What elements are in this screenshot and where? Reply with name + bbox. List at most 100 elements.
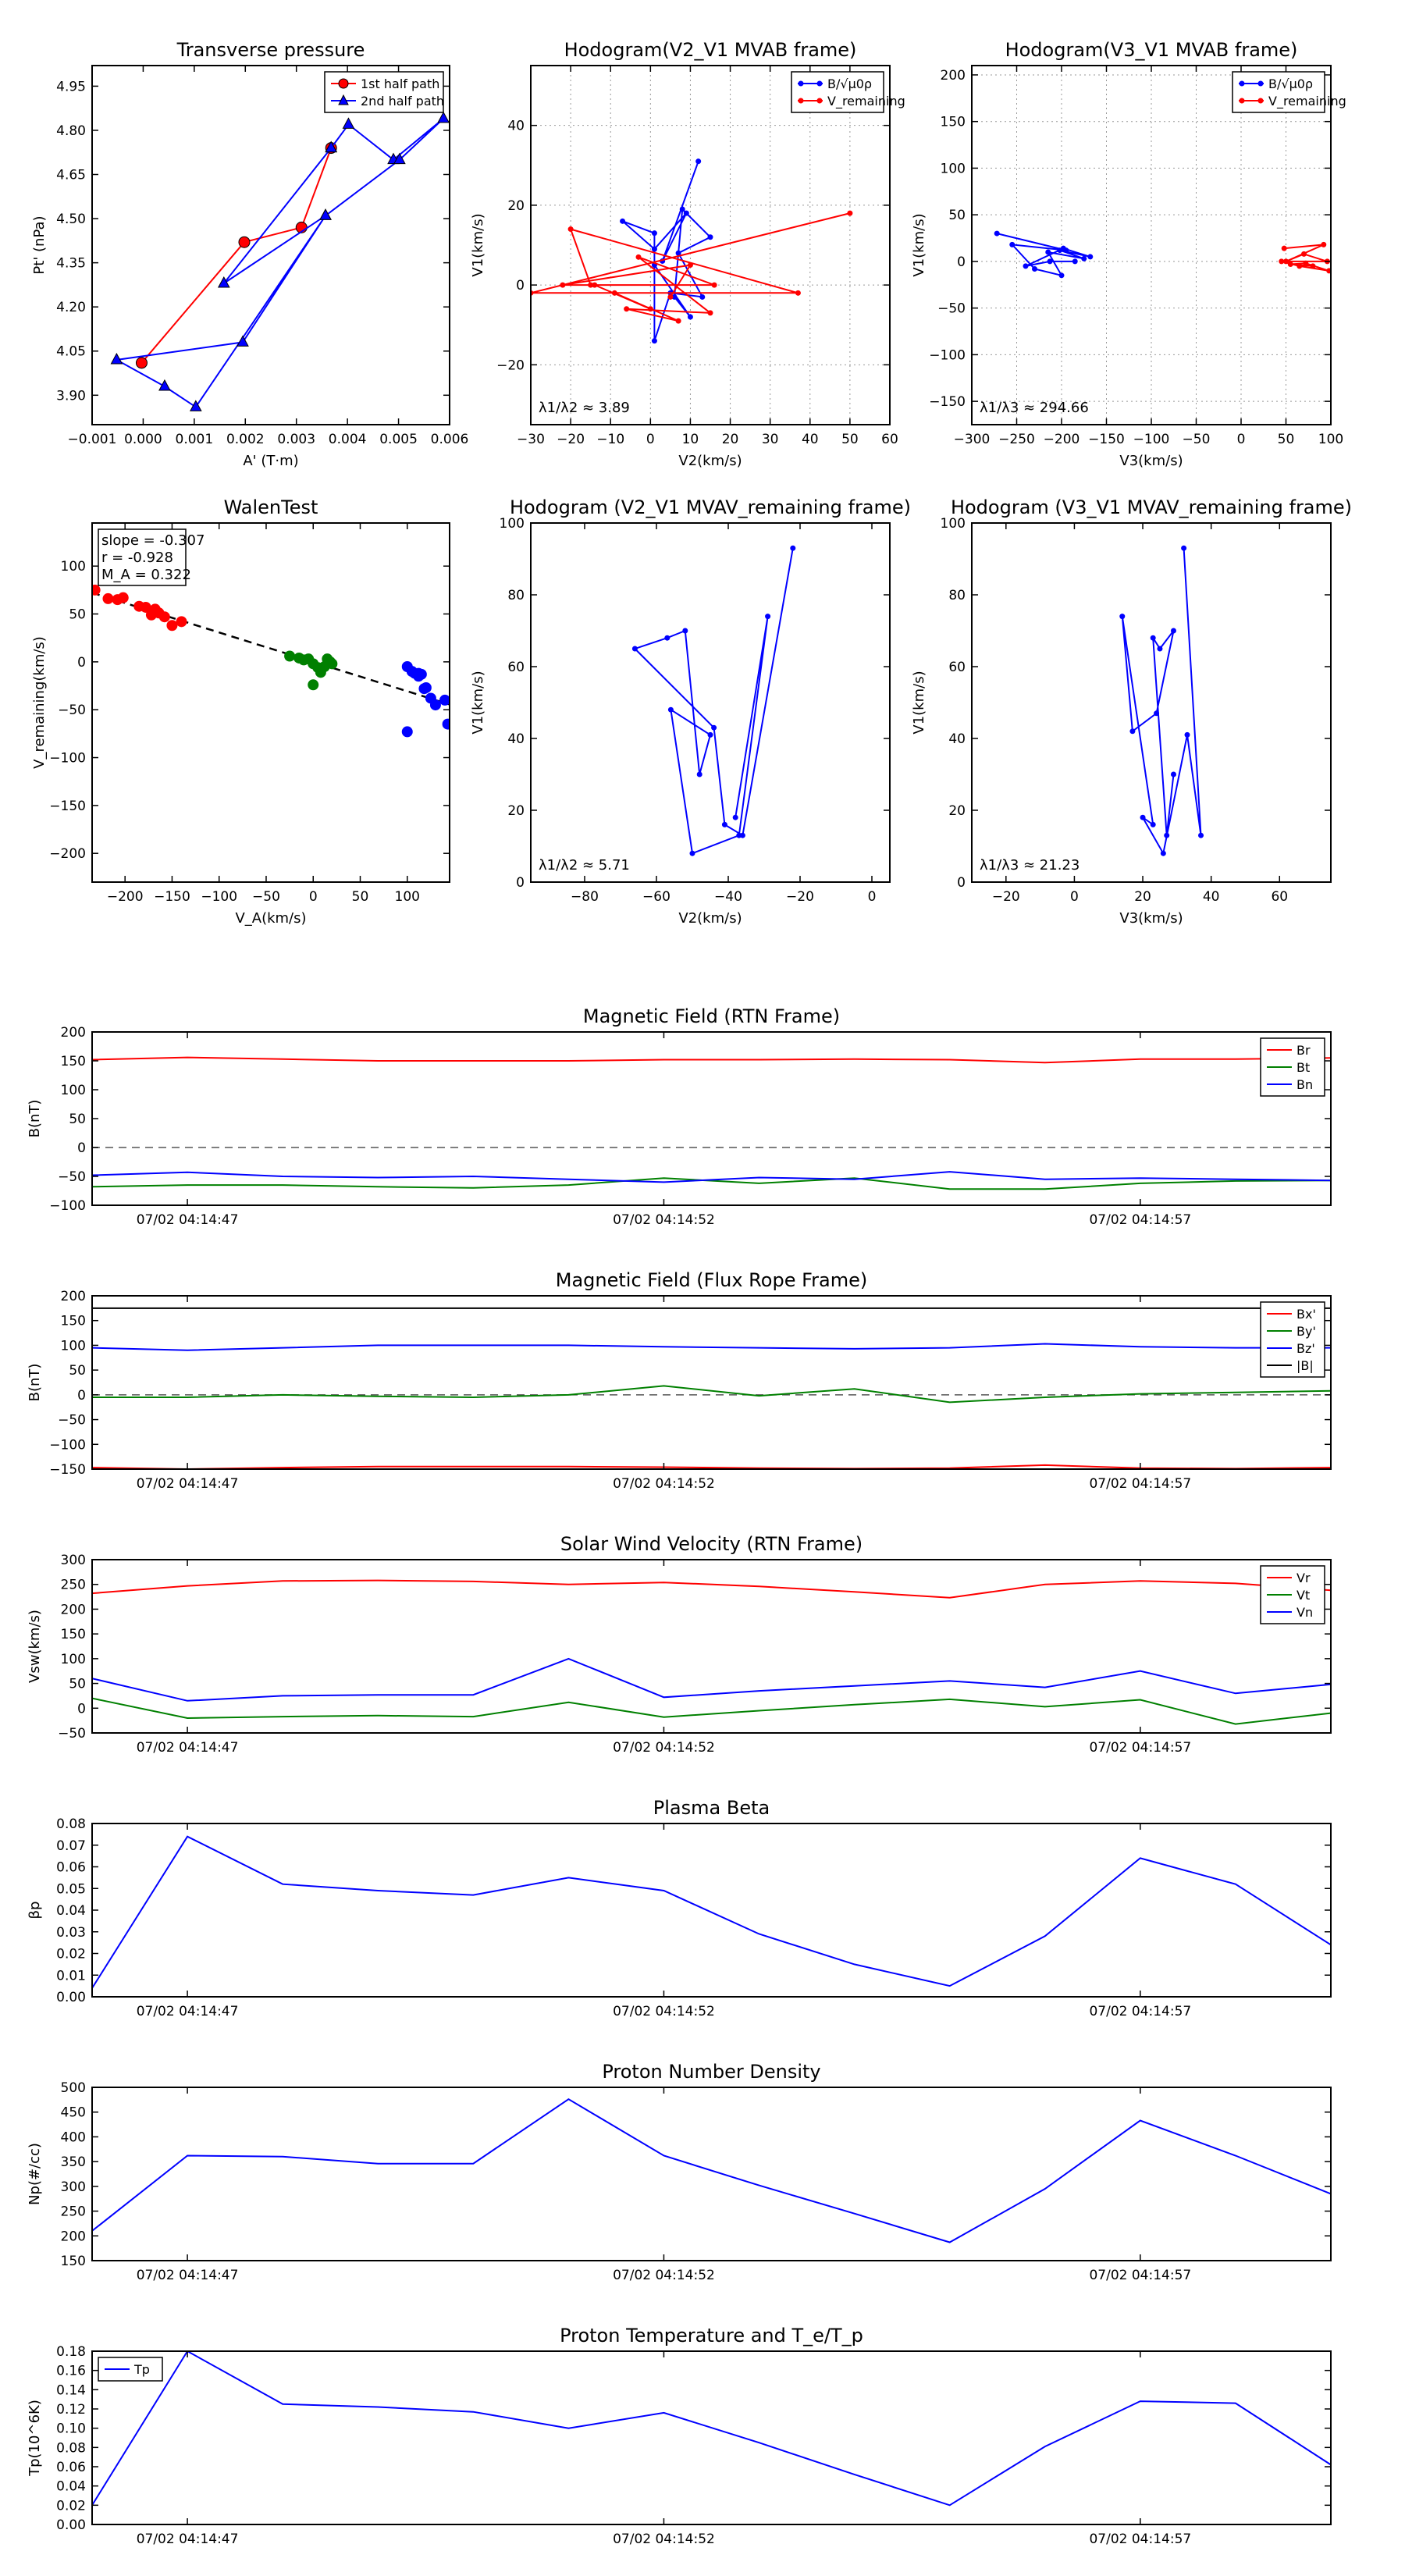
y-tick-label: 0.08: [56, 2440, 86, 2456]
series-line-Tp: [92, 2351, 1331, 2507]
series-line-Bt: [92, 1177, 1331, 1190]
data-point: [1009, 241, 1016, 247]
plot-area: [92, 2351, 1331, 2507]
chart-11: Proton Number Density 07/02 04:14:47 07/02…: [27, 2061, 1332, 2283]
data-point: [117, 592, 129, 603]
y-tick-label: 4.20: [56, 300, 86, 315]
x-tick-label: −200: [1044, 432, 1080, 447]
y-tick-label: −100: [49, 1198, 86, 1214]
series-line-V_remaining: [1281, 244, 1330, 272]
x-tick-label: −10: [596, 432, 624, 447]
x-tick-label: −200: [107, 889, 144, 905]
y-tick-label: −50: [58, 703, 86, 718]
stats-box: [98, 528, 187, 586]
series-line-By': [92, 1385, 1331, 1404]
y-tick-label: 150: [61, 1054, 86, 1069]
plot-frame: [91, 65, 450, 425]
data-point: [736, 832, 742, 838]
y-tick-label: 100: [61, 559, 86, 575]
x-tick-label: 40: [1203, 889, 1220, 905]
data-point: [624, 306, 630, 312]
data-point: [439, 694, 450, 706]
y-axis-label: B(nT): [27, 1100, 43, 1138]
legend: Br Bt Bn: [1260, 1037, 1325, 1097]
chart-title: Solar Wind Velocity (RTN Frame): [560, 1533, 863, 1555]
x-tick-label: 07/02 04:14:52: [613, 1740, 715, 1756]
data-point: [401, 726, 413, 738]
data-point: [707, 310, 713, 316]
legend-box: [1232, 71, 1325, 113]
y-tick-label: 0.14: [56, 2382, 86, 2398]
data-point: [176, 616, 187, 628]
legend: Tp: [98, 2357, 163, 2382]
data-point: [1129, 728, 1136, 735]
data-point: [567, 226, 574, 233]
data-point: [1198, 832, 1204, 838]
y-axis-label: βp: [27, 1902, 43, 1920]
y-tick-label: 0.06: [56, 2460, 86, 2475]
x-tick-label: 07/02 04:14:47: [137, 1740, 239, 1756]
legend-marker: [816, 98, 823, 104]
data-point: [1160, 850, 1166, 856]
data-point: [1157, 646, 1163, 652]
data-point: [1181, 545, 1187, 551]
y-tick-label: 150: [61, 1627, 86, 1642]
data-point: [1032, 265, 1037, 272]
x-tick-label: 07/02 04:14:52: [613, 2004, 715, 2019]
data-point: [588, 282, 594, 288]
data-point: [1072, 258, 1078, 265]
data-point: [721, 821, 727, 827]
legend: 1st half path 2nd half path: [324, 71, 444, 113]
x-tick-label: 0.000: [124, 432, 162, 447]
x-tick-label: −0.001: [68, 432, 117, 447]
data-point: [158, 379, 171, 391]
series-line-1st half path: [140, 148, 333, 364]
x-tick-label: 0.001: [176, 432, 214, 447]
data-point: [1303, 260, 1309, 266]
plot-area: [92, 2098, 1331, 2243]
ratio-annotation: λ1/λ2 ≈ 3.89: [539, 400, 630, 416]
data-point: [635, 254, 642, 260]
data-point: [667, 294, 674, 300]
y-tick-label: 0: [957, 254, 966, 270]
y-axis-label: Pt' (nPa): [31, 215, 48, 274]
data-point: [707, 234, 713, 240]
x-tick-label: 07/02 04:14:57: [1089, 2532, 1191, 2547]
x-tick-label: −80: [571, 889, 599, 905]
y-tick-label: 0: [77, 1140, 86, 1156]
series-line-B/√μ0ρ: [996, 233, 1091, 277]
x-tick-label: −60: [642, 889, 670, 905]
y-tick-label: 0.12: [56, 2402, 86, 2418]
chart-title: Hodogram (V3_V1 MVAV_remaining frame): [951, 496, 1352, 518]
chart-6: Hodogram (V3_V1 MVAV_remaining frame) −20…: [911, 496, 1352, 927]
data-point: [437, 111, 450, 123]
data-point: [732, 814, 738, 820]
y-tick-label: −100: [49, 1437, 86, 1453]
data-point: [1184, 731, 1190, 738]
y-tick-label: 3.90: [56, 388, 86, 404]
x-tick-label: −150: [154, 889, 190, 905]
x-tick-label: −40: [714, 889, 742, 905]
data-point: [682, 628, 688, 634]
x-tick-label: 0: [309, 889, 318, 905]
chart-title: Hodogram(V2_V1 MVAB frame): [564, 39, 857, 61]
x-tick-label: 07/02 04:14:57: [1089, 1476, 1191, 1492]
y-tick-label: 0.18: [56, 2344, 86, 2360]
data-point: [284, 650, 296, 662]
y-tick-label: −200: [49, 846, 86, 862]
data-point: [413, 667, 425, 679]
legend-marker: [1239, 80, 1245, 87]
y-tick-label: 0: [516, 875, 525, 891]
plot-frame: [971, 522, 1332, 883]
data-point: [1283, 258, 1289, 265]
data-point: [110, 352, 123, 365]
data-point: [1154, 710, 1160, 717]
data-point: [166, 620, 178, 632]
x-tick-label: 0: [868, 889, 877, 905]
x-tick-label: 60: [1271, 889, 1288, 905]
y-tick-label: 200: [61, 1025, 86, 1041]
y-tick-label: 0.00: [56, 2517, 86, 2533]
y-tick-label: 50: [69, 1112, 86, 1127]
data-point: [647, 306, 653, 312]
chart-title: WalenTest: [224, 496, 318, 518]
